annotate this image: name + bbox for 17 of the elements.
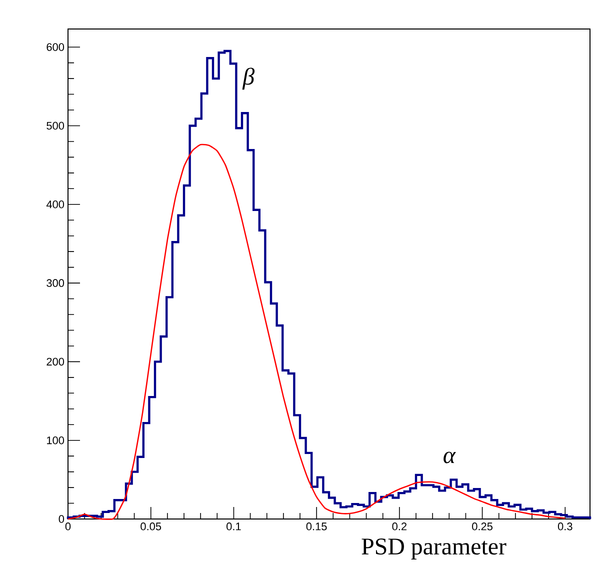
x-tick-label: 0.25 xyxy=(472,522,492,530)
annotation: α xyxy=(444,452,456,464)
y-tick-label: 200 xyxy=(46,358,64,366)
y-tick-label: 500 xyxy=(46,122,64,130)
x-tick-label: 0.1 xyxy=(226,522,241,530)
x-tick-label: 0.05 xyxy=(140,522,162,530)
x-axis-title: PSD parameter xyxy=(362,538,506,560)
annotation: β xyxy=(242,68,255,90)
y-tick-label: 400 xyxy=(46,200,64,208)
x-tick-label: 0 xyxy=(65,522,71,530)
x-tick-label: 0.2 xyxy=(392,522,407,530)
x-tick-label: 0.3 xyxy=(558,522,572,530)
y-tick-label: 300 xyxy=(46,279,64,287)
y-tick-label: 0 xyxy=(58,515,64,523)
x-tick-label: 0.15 xyxy=(306,522,327,530)
y-tick-label: 100 xyxy=(47,436,64,444)
y-tick-label: 600 xyxy=(46,43,64,51)
